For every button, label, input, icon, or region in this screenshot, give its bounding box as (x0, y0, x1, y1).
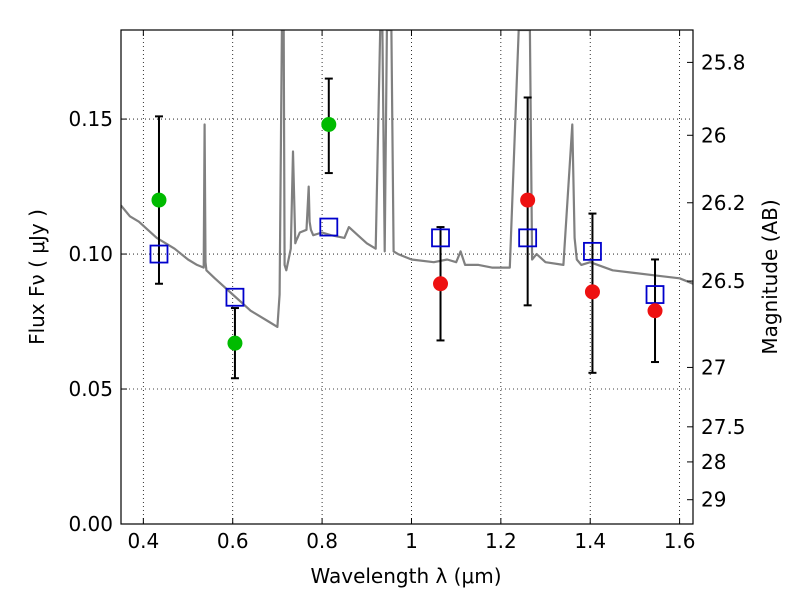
y2-tick-label: 26.2 (701, 191, 746, 215)
y2-tick-label: 27 (701, 355, 726, 379)
model-photometry-square (319, 217, 339, 237)
y-tick-label: 0.10 (68, 242, 113, 266)
x-tick-label: 0.4 (127, 529, 159, 553)
axes: 0.4 0.6 0.8 1 1.2 1.4 1.6 0.00 0.05 0.10 0.15 25.8 2… (68, 30, 746, 553)
x-tick-label: 1 (405, 529, 418, 553)
x-axis-label: Wavelength λ (μm) (310, 564, 501, 588)
x-tick-label: 1.2 (485, 529, 517, 553)
observed-point-red (433, 276, 449, 292)
model-photometry-square (225, 287, 245, 307)
observed-point-red (584, 284, 600, 300)
model-photometry-square (149, 244, 169, 264)
observed-point-green (151, 192, 167, 208)
y2-tick-label: 25.8 (701, 50, 746, 74)
model-photometry-square (583, 241, 602, 261)
y-tick-label: 0.00 (68, 512, 113, 536)
y-axis-label: Flux Fν ( μJy ) (25, 209, 49, 345)
y2-tick-label: 29 (701, 488, 726, 512)
observed-point-red (647, 303, 663, 319)
y2-tick-label: 28 (701, 450, 726, 474)
plot-area (121, 30, 693, 380)
model-photometry-square (431, 228, 450, 248)
grid (121, 30, 693, 524)
observed-point-green (227, 335, 243, 351)
y2-tick-label: 26.5 (701, 269, 746, 293)
x-tick-label: 0.6 (217, 529, 249, 553)
observed-point-red (520, 192, 536, 208)
y2-tick-label: 27.5 (701, 415, 746, 439)
y-tick-label: 0.05 (68, 377, 113, 401)
x-tick-label: 0.8 (306, 529, 338, 553)
y2-tick-label: 26 (701, 123, 726, 147)
plot-frame (120, 29, 694, 525)
model-photometry-square (645, 285, 665, 304)
y2-axis-label: Magnitude (AB) (758, 199, 782, 354)
x-tick-label: 1.6 (664, 529, 696, 553)
x-tick-label: 1.4 (574, 529, 606, 553)
y-tick-label: 0.15 (68, 107, 113, 131)
model-spectrum-line (121, 30, 693, 328)
observed-point-green (321, 116, 337, 132)
model-photometry-square (518, 228, 538, 248)
